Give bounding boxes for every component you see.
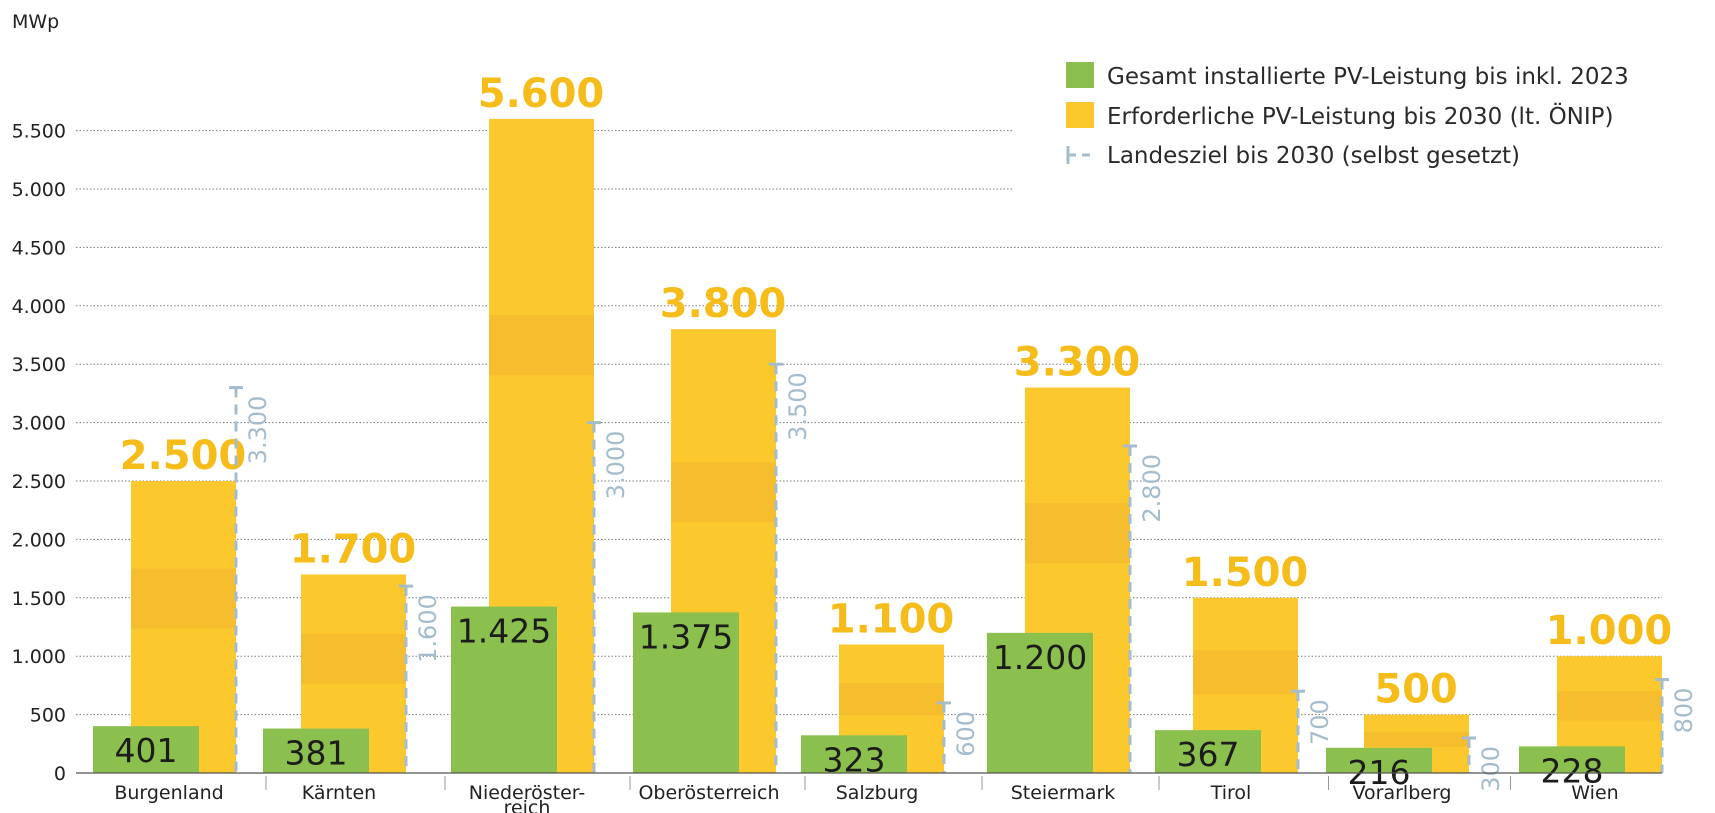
label-required: 1.000: [1546, 608, 1673, 654]
y-axis: 0 500 1.000 1.500 2.000 2.500 3.000 3.500 4.000 4…: [12, 121, 66, 785]
y-unit-label: MWp: [12, 11, 59, 33]
label-goal: 700: [1306, 699, 1334, 745]
y-tick-label: 1.500: [12, 588, 66, 610]
label-installed: 1.200: [993, 638, 1087, 677]
bar-crest-band: [131, 568, 236, 629]
label-required: 3.300: [1014, 340, 1141, 386]
bar-installed: [93, 726, 199, 773]
bar-crest-band: [1025, 503, 1130, 564]
label-required: 1.700: [290, 526, 417, 572]
label-installed: 1.375: [639, 617, 733, 656]
bar-crest-band: [301, 634, 406, 684]
y-tick-label: 0: [54, 763, 66, 785]
y-tick-label: 4.500: [12, 237, 66, 259]
y-tick-label: 4.000: [12, 296, 66, 318]
label-required: 1.100: [828, 597, 955, 643]
label-goal: 3.000: [602, 431, 630, 500]
x-tick-label: Vorarlberg: [1353, 782, 1452, 804]
label-goal: 800: [1670, 688, 1698, 734]
y-tick-label: 3.000: [12, 413, 66, 435]
y-tick-label: 2.500: [12, 471, 66, 493]
label-goal: 600: [952, 711, 980, 757]
y-tick-label: 1.000: [12, 646, 66, 668]
legend-label-installed: Gesamt installierte PV-Leistung bis inkl…: [1107, 64, 1629, 90]
bar-installed: [987, 632, 1093, 773]
x-tick-label: Kärnten: [302, 782, 376, 804]
bar-installed: [1519, 746, 1625, 773]
legend-label-required: Erforderliche PV-Leistung bis 2030 (lt. …: [1107, 102, 1614, 130]
bar-installed: [633, 612, 739, 773]
x-tick-label: Salzburg: [836, 782, 919, 804]
x-tick-label: Wien: [1571, 782, 1618, 804]
label-goal: 1.600: [414, 594, 442, 663]
y-tick-label: 5.500: [12, 121, 66, 143]
bar-crest-band: [1364, 732, 1469, 747]
bar-crest-band: [1557, 691, 1662, 721]
legend-swatch-required: [1066, 102, 1094, 128]
bar-installed: [451, 606, 557, 773]
y-tick-label: 2.000: [12, 529, 66, 551]
x-tick-label: reich: [504, 797, 551, 813]
label-installed: 1.425: [457, 612, 551, 651]
x-axis: Burgenland Kärnten Niederöster-reich Oberös…: [76, 772, 1662, 813]
label-installed: 216: [1348, 753, 1411, 792]
y-tick-label: 500: [30, 705, 66, 727]
x-tick-label: Oberösterreich: [638, 782, 779, 804]
y-tick-label: 5.000: [12, 179, 66, 201]
label-goal: 2.800: [1138, 454, 1166, 523]
bars: 2.500 401 3.300 1.700 381 1.600 5.600 1.425 3.00…: [93, 71, 1698, 792]
legend-label-goal: Landesziel bis 2030 (selbst gesetzt): [1107, 143, 1520, 169]
x-tick-label: Niederöster-: [469, 782, 585, 804]
legend: Gesamt installierte PV-Leistung bis inkl…: [1066, 62, 1629, 169]
bar-crest-band: [839, 683, 944, 716]
label-installed: 401: [115, 731, 178, 770]
label-goal: 300: [1477, 746, 1505, 792]
y-tick-label: 3.500: [12, 354, 66, 376]
bar-installed: [801, 735, 907, 773]
bar-crest-band: [671, 462, 776, 523]
bar-installed: [1326, 747, 1432, 773]
legend-swatch-installed: [1066, 62, 1094, 88]
label-goal: 3.300: [244, 396, 272, 465]
label-required: 500: [1374, 667, 1458, 713]
bar-crest-band: [489, 315, 594, 376]
label-installed: 228: [1541, 751, 1604, 790]
bar-installed: [263, 728, 369, 773]
x-tick-label: Burgenland: [114, 782, 223, 804]
label-required: 5.600: [478, 71, 605, 117]
bar-installed: [1155, 730, 1261, 773]
label-goal: 3.500: [784, 372, 812, 441]
x-tick-label: Tirol: [1210, 782, 1252, 804]
label-required: 2.500: [120, 433, 247, 479]
label-installed: 381: [285, 733, 348, 772]
label-required: 3.800: [660, 281, 787, 327]
label-installed: 367: [1177, 735, 1240, 774]
label-required: 1.500: [1182, 550, 1309, 596]
bar-crest-band: [1193, 650, 1298, 695]
x-tick-label: Steiermark: [1011, 782, 1116, 804]
legend-goal-icon: [1066, 146, 1094, 164]
